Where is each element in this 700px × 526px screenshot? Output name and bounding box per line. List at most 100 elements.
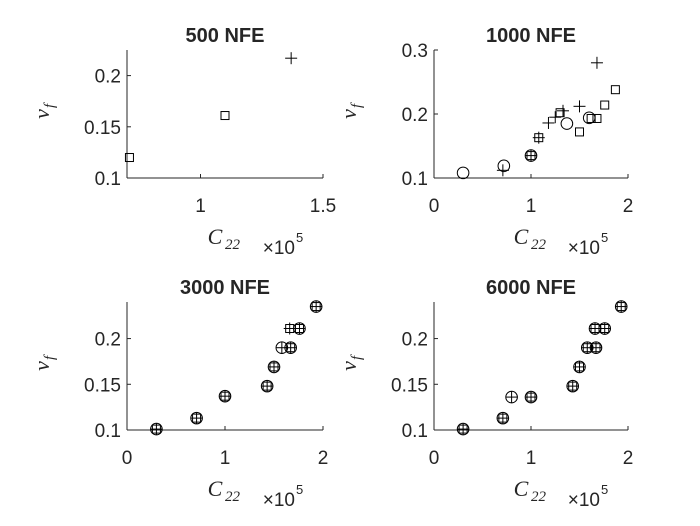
- data-point-circle: [566, 379, 580, 393]
- x-axis-label: C: [514, 476, 529, 501]
- data-point-square: [586, 113, 596, 123]
- data-point-square: [294, 324, 304, 334]
- data-point-circle: [267, 360, 281, 374]
- y-tick-label: 0.1: [95, 421, 121, 442]
- data-point-square: [526, 151, 536, 161]
- x-tick-label: 1.5: [310, 196, 336, 217]
- y-tick-label: 0.1: [95, 169, 121, 190]
- data-point-circle: [218, 389, 232, 403]
- x-multiplier-exponent: 5: [601, 230, 608, 245]
- subplot-2: 1000 NFE 0 1 2 0.1 0.2 0.3 C 22 ×105 vf: [336, 25, 633, 259]
- x-tick-label: 0: [429, 448, 440, 469]
- y-axis-label-group: vf: [336, 102, 365, 119]
- data-point-square: [311, 302, 321, 312]
- x-multiplier: ×10: [263, 490, 295, 511]
- x-tick-label: 1: [220, 448, 231, 469]
- data-point-square: [575, 362, 584, 372]
- data-point-square: [286, 343, 296, 353]
- subplot-4: 6000 NFE 0 1 2 0.1 0.15 0.2 C 22 ×105 vf: [336, 277, 633, 511]
- data-point-circle: [309, 300, 323, 313]
- x-tick-label: 0: [429, 196, 440, 217]
- y-tick-label: 0.2: [402, 105, 428, 126]
- y-axis-label-subscript: f: [349, 102, 365, 108]
- data-point-square: [592, 113, 602, 123]
- data-point-square: [591, 343, 601, 353]
- y-axis-label-subscript: f: [42, 354, 58, 360]
- chart-title: 3000 NFE: [180, 277, 270, 299]
- data-point-square: [600, 100, 610, 110]
- data-point-square: [124, 153, 134, 163]
- x-multiplier-exponent: 5: [296, 230, 303, 245]
- x-multiplier: ×10: [568, 238, 600, 259]
- chart-title: 500 NFE: [186, 25, 265, 47]
- y-tick-label: 0.15: [84, 375, 121, 396]
- data-point-square: [600, 324, 610, 334]
- data-point-square: [534, 133, 544, 143]
- data-point-circle: [524, 149, 538, 162]
- data-point-circle: [284, 341, 297, 355]
- data-point-square: [262, 381, 272, 391]
- data-point-square: [526, 392, 536, 402]
- data-point-square: [575, 127, 584, 137]
- data-point-plus: [590, 56, 603, 69]
- data-point-square: [220, 111, 230, 121]
- data-point-square: [498, 413, 508, 423]
- x-axis-label: C: [208, 476, 223, 501]
- data-point-circle: [190, 411, 203, 425]
- data-point-circle: [560, 117, 574, 130]
- y-axis-label: v: [336, 109, 361, 119]
- x-axis-label-subscript: 22: [225, 237, 241, 253]
- y-tick-label: 0.2: [95, 67, 121, 88]
- data-point-square: [458, 424, 468, 434]
- data-point-square: [192, 413, 202, 423]
- data-point-circle: [150, 422, 163, 436]
- x-multiplier-exponent: 5: [601, 482, 608, 497]
- data-point-circle: [456, 422, 470, 436]
- data-point-circle: [589, 341, 603, 355]
- data-point-circle: [456, 166, 470, 180]
- data-point-circle: [573, 360, 586, 374]
- data-point-circle: [614, 300, 628, 313]
- data-point-circle: [293, 322, 306, 335]
- x-axis-label-subscript: 22: [531, 237, 547, 253]
- x-tick-label: 2: [623, 448, 634, 469]
- data-point-square: [555, 108, 565, 118]
- data-point-plus: [573, 100, 586, 113]
- data-point-circle: [524, 390, 538, 404]
- data-point-circle: [496, 411, 510, 425]
- y-axis-label-subscript: f: [42, 102, 58, 108]
- y-tick-label: 0.2: [95, 330, 121, 351]
- data-point-square: [610, 85, 620, 95]
- chart-title: 6000 NFE: [486, 277, 576, 299]
- x-multiplier: ×10: [263, 238, 295, 259]
- data-point-plus: [505, 391, 518, 404]
- data-point-square: [151, 424, 161, 434]
- y-tick-label: 0.1: [402, 421, 428, 442]
- data-point-circle: [598, 322, 612, 335]
- y-tick-label: 0.3: [402, 41, 428, 62]
- x-axis-label-subscript: 22: [531, 489, 547, 505]
- subplot-1: 500 NFE 1 1.5 0.1 0.15 0.2 C 22 ×105 vf: [29, 25, 336, 259]
- data-point-square: [568, 381, 578, 391]
- data-point-circle: [497, 159, 511, 173]
- y-axis-label-subscript: f: [349, 354, 365, 360]
- data-point-circle: [505, 390, 518, 404]
- data-point-square: [616, 302, 626, 312]
- subplot-3: 3000 NFE 0 1 2 0.1 0.15 0.2 C 22 ×105 vf: [29, 277, 328, 511]
- y-axis-label-group: vf: [29, 354, 58, 371]
- y-tick-label: 0.1: [402, 169, 428, 190]
- x-tick-label: 1: [526, 448, 537, 469]
- data-point-square: [220, 391, 230, 401]
- y-tick-label: 0.2: [402, 330, 428, 351]
- x-axis-label-subscript: 22: [225, 489, 241, 505]
- y-axis-label-group: vf: [29, 102, 58, 119]
- x-tick-label: 2: [623, 196, 634, 217]
- x-multiplier: ×10: [568, 490, 600, 511]
- y-tick-label: 0.15: [84, 118, 121, 139]
- data-point-circle: [260, 379, 274, 393]
- y-axis-label: v: [336, 361, 361, 371]
- y-axis-label-group: vf: [336, 354, 365, 371]
- data-point-plus: [285, 52, 298, 65]
- x-tick-label: 0: [122, 448, 133, 469]
